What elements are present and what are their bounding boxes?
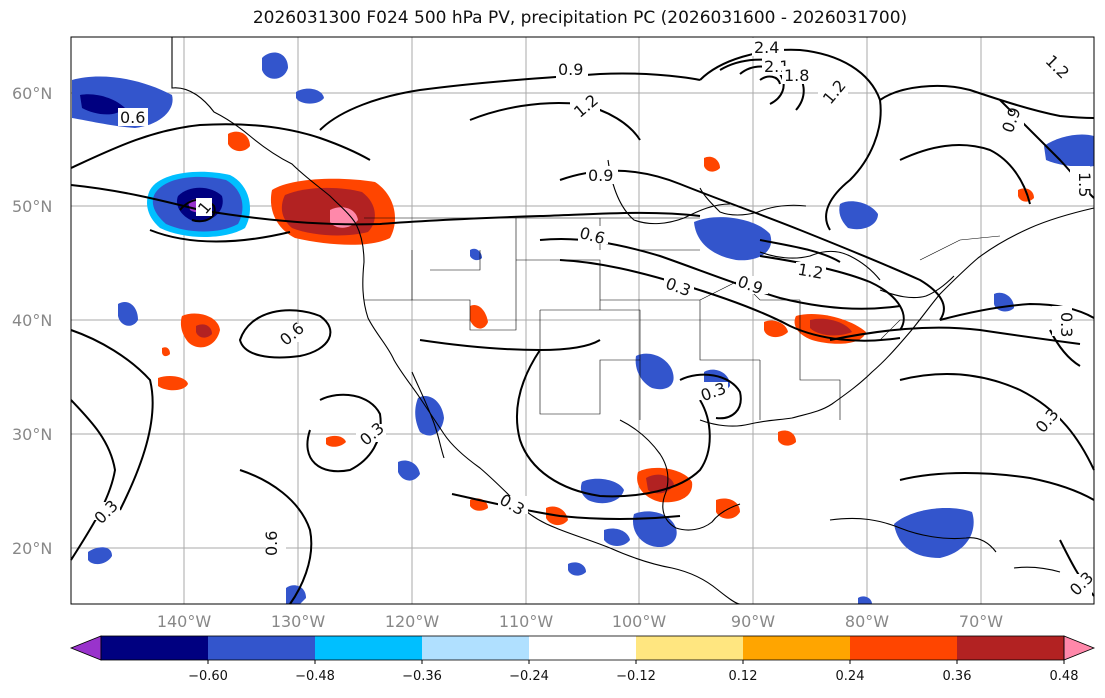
precip-blob xyxy=(470,304,488,329)
contour-label: 0.6 xyxy=(120,108,145,127)
lat-label: 40°N xyxy=(12,311,52,330)
map-border xyxy=(70,36,1095,605)
lat-label: 20°N xyxy=(12,539,52,558)
precip-blob xyxy=(326,435,346,447)
colorbar-segment xyxy=(743,636,851,660)
precip-blob xyxy=(158,376,188,391)
lon-label: 80°W xyxy=(845,612,889,631)
colorbar-segment xyxy=(208,636,316,660)
precip-blob xyxy=(398,460,420,481)
colorbar-segment xyxy=(529,636,637,660)
lat-label: 30°N xyxy=(12,425,52,444)
colorbar-segment xyxy=(636,636,744,660)
precip-blob xyxy=(88,547,112,565)
colorbar-segment xyxy=(422,636,530,660)
colorbar-tick-label: 0.48 xyxy=(1050,669,1079,684)
precip-blob xyxy=(604,528,630,546)
precip-blob xyxy=(296,88,324,104)
lat-label: 50°N xyxy=(12,197,52,216)
contour-label: 0.3 xyxy=(1057,312,1076,337)
lon-label: 100°W xyxy=(612,612,667,631)
precip-blob xyxy=(632,511,677,548)
contour-label: 1.2 xyxy=(796,260,824,283)
lon-label: 120°W xyxy=(385,612,440,631)
precip-blob xyxy=(694,217,772,261)
colorbar-segment xyxy=(850,636,958,660)
colorbar-tick-label: −0.36 xyxy=(402,669,442,684)
precip-blob xyxy=(858,596,872,604)
precip-blob xyxy=(118,301,138,326)
map-title: 2026031300 F024 500 hPa PV, precipitatio… xyxy=(252,8,908,28)
lon-label: 130°W xyxy=(271,612,326,631)
contour-label: 0.9 xyxy=(588,166,613,185)
political-boundaries xyxy=(364,217,1001,420)
precip-blob xyxy=(704,156,720,172)
contour-label: 1.8 xyxy=(784,66,809,85)
colorbar: −0.60 −0.48 −0.36 −0.24 −0.12 0.12 0.24 0.36 0.4… xyxy=(69,635,1096,684)
lon-label: 140°W xyxy=(157,612,212,631)
precip-blob xyxy=(810,318,852,336)
precip-blob xyxy=(1044,134,1094,167)
colorbar-tick-label: −0.48 xyxy=(295,669,335,684)
contour-label: 2.4 xyxy=(754,38,779,57)
precip-blob xyxy=(80,94,125,115)
contour-label: 0.6 xyxy=(262,531,281,556)
colorbar-outline xyxy=(100,635,1065,661)
lon-label: 90°W xyxy=(731,612,775,631)
contour-label: 0.9 xyxy=(558,60,583,79)
colorbar-tick-label: −0.12 xyxy=(616,669,656,684)
colorbar-segment xyxy=(957,636,1065,660)
colorbar-tick-label: −0.60 xyxy=(188,669,228,684)
colorbar-tick-label: 0.12 xyxy=(729,669,758,684)
latitude-labels: 60°N 50°N 40°N 30°N 20°N xyxy=(12,84,52,558)
longitude-labels: 140°W 130°W 120°W 110°W 100°W 90°W 80°W … xyxy=(157,612,1003,631)
colorbar-segment xyxy=(315,636,423,660)
precip-blob xyxy=(894,508,974,558)
precip-blob xyxy=(330,207,358,228)
colorbar-extend-low xyxy=(69,635,102,661)
precip-blob xyxy=(778,430,796,446)
precip-blob xyxy=(415,396,444,436)
coastlines xyxy=(171,37,1095,605)
colorbar-extend-high xyxy=(1063,635,1096,661)
colorbar-tick-label: 0.24 xyxy=(836,669,865,684)
colorbar-segment xyxy=(101,636,209,660)
precip-blob xyxy=(228,131,250,152)
pv-contours xyxy=(70,48,1095,605)
precip-blob xyxy=(764,320,788,338)
precip-blob xyxy=(1018,188,1034,202)
lat-label: 60°N xyxy=(12,84,52,103)
precip-blob xyxy=(162,347,170,357)
lon-label: 110°W xyxy=(499,612,554,631)
colorbar-tick-label: 0.36 xyxy=(943,669,972,684)
precip-blob xyxy=(635,353,674,390)
lon-label: 70°W xyxy=(959,612,1003,631)
precip-blob xyxy=(470,248,482,261)
precip-blob xyxy=(196,324,212,338)
colorbar-tick-label: −0.24 xyxy=(509,669,549,684)
contour-label: 1.5 xyxy=(1075,172,1094,197)
precip-blob xyxy=(568,562,586,576)
precip-blob xyxy=(839,201,878,230)
precip-blob xyxy=(262,52,288,79)
